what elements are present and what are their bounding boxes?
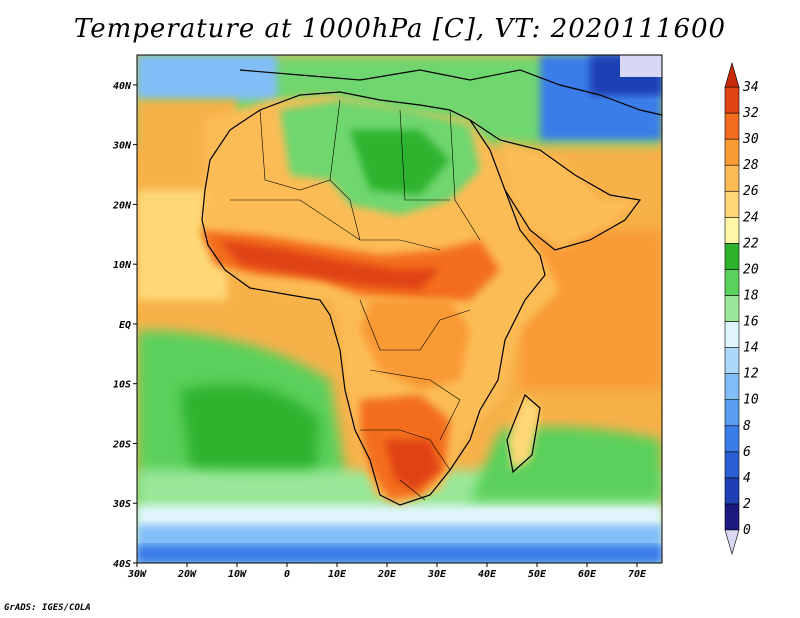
- lon-tick-label: 10E: [328, 569, 347, 580]
- lon-tick-label: 30W: [127, 569, 147, 580]
- lon-tick-label: 0: [284, 569, 290, 580]
- colorbar-label: 34: [742, 80, 759, 95]
- colorbar-label: 16: [743, 315, 759, 330]
- colorbar-segment: [724, 477, 740, 505]
- colorbar-segment: [724, 243, 740, 270]
- colorbar-segment: [724, 138, 740, 166]
- colorbar-label: 8: [743, 419, 751, 434]
- colorbar-label: 24: [743, 210, 759, 225]
- chart-title: Temperature at 1000hPa [C], VT: 20201116…: [73, 14, 727, 44]
- colorbar-high-triangle: [724, 61, 740, 88]
- lon-tick-label: 30E: [427, 569, 447, 580]
- lon-tick-label: 70E: [628, 569, 647, 580]
- country-borders: [230, 99, 481, 501]
- colorbar-segment: [724, 295, 740, 322]
- colorbar-label: 30: [742, 132, 759, 147]
- colorbar-segment: [724, 373, 740, 401]
- colorbar-low-triangle: [724, 529, 740, 556]
- lat-tick-label: 40N: [113, 81, 132, 92]
- colorbar-segment: [724, 503, 740, 531]
- lon-tick-label: 50E: [528, 569, 547, 580]
- colorbar-label: 14: [743, 341, 759, 356]
- colorbar-segment: [724, 112, 740, 140]
- colorbar-label: 0: [743, 523, 751, 538]
- plot-frame: [136, 54, 663, 564]
- colorbar-label: 6: [743, 445, 751, 460]
- colorbar-segment: [724, 321, 740, 348]
- temperature-field: [137, 55, 662, 563]
- lat-tick-label: 10N: [113, 260, 132, 271]
- colorbar-label: 20: [743, 262, 759, 277]
- colorbar-label: 32: [742, 106, 759, 121]
- lat-tick-label: 30S: [112, 499, 131, 510]
- colorbar-segment: [724, 399, 740, 427]
- colorbar-label: 22: [743, 236, 759, 251]
- colorbar-segment: [724, 425, 740, 453]
- lon-tick-label: 20W: [177, 569, 197, 580]
- lat-tick-label: EQ: [119, 320, 131, 331]
- lon-tick-label: 60E: [578, 569, 597, 580]
- colorbar-label: 10: [743, 393, 759, 408]
- colorbar-label: 28: [743, 158, 759, 173]
- colorbar-segment: [724, 347, 740, 374]
- colorbar-label: 18: [743, 288, 759, 303]
- credit-text: GrADS: IGES/COLA: [4, 603, 91, 613]
- lon-tick-label: 40E: [478, 569, 497, 580]
- colorbar-segment: [724, 451, 740, 479]
- colorbar-segment: [724, 216, 740, 244]
- lat-tick-label: 10S: [113, 380, 131, 391]
- colorbar-segment: [724, 269, 740, 296]
- latitude-axis: 40N 30N 20N 10N EQ 10S 20S 30S 40S: [112, 81, 137, 570]
- colorbar-label: 4: [743, 471, 751, 486]
- longitude-axis: 30W 20W 10W 0 10E 20E 30E 40E 50E 60E 70E: [127, 563, 647, 580]
- lat-tick-label: 20N: [112, 200, 132, 211]
- colorbar-segment: [724, 164, 740, 192]
- colorbar-label: 26: [743, 184, 759, 199]
- lat-tick-label: 20S: [112, 439, 131, 450]
- colorbar-label: 2: [743, 497, 751, 512]
- colorbar-segment: [724, 190, 740, 218]
- lat-tick-label: 40S: [113, 559, 131, 570]
- lat-tick-label: 30N: [112, 141, 132, 152]
- lon-tick-label: 20E: [377, 569, 397, 580]
- lon-tick-label: 10W: [228, 569, 247, 580]
- colorbar-segment: [724, 86, 740, 114]
- coastlines: [201, 69, 662, 506]
- colorbar-label: 12: [743, 367, 759, 382]
